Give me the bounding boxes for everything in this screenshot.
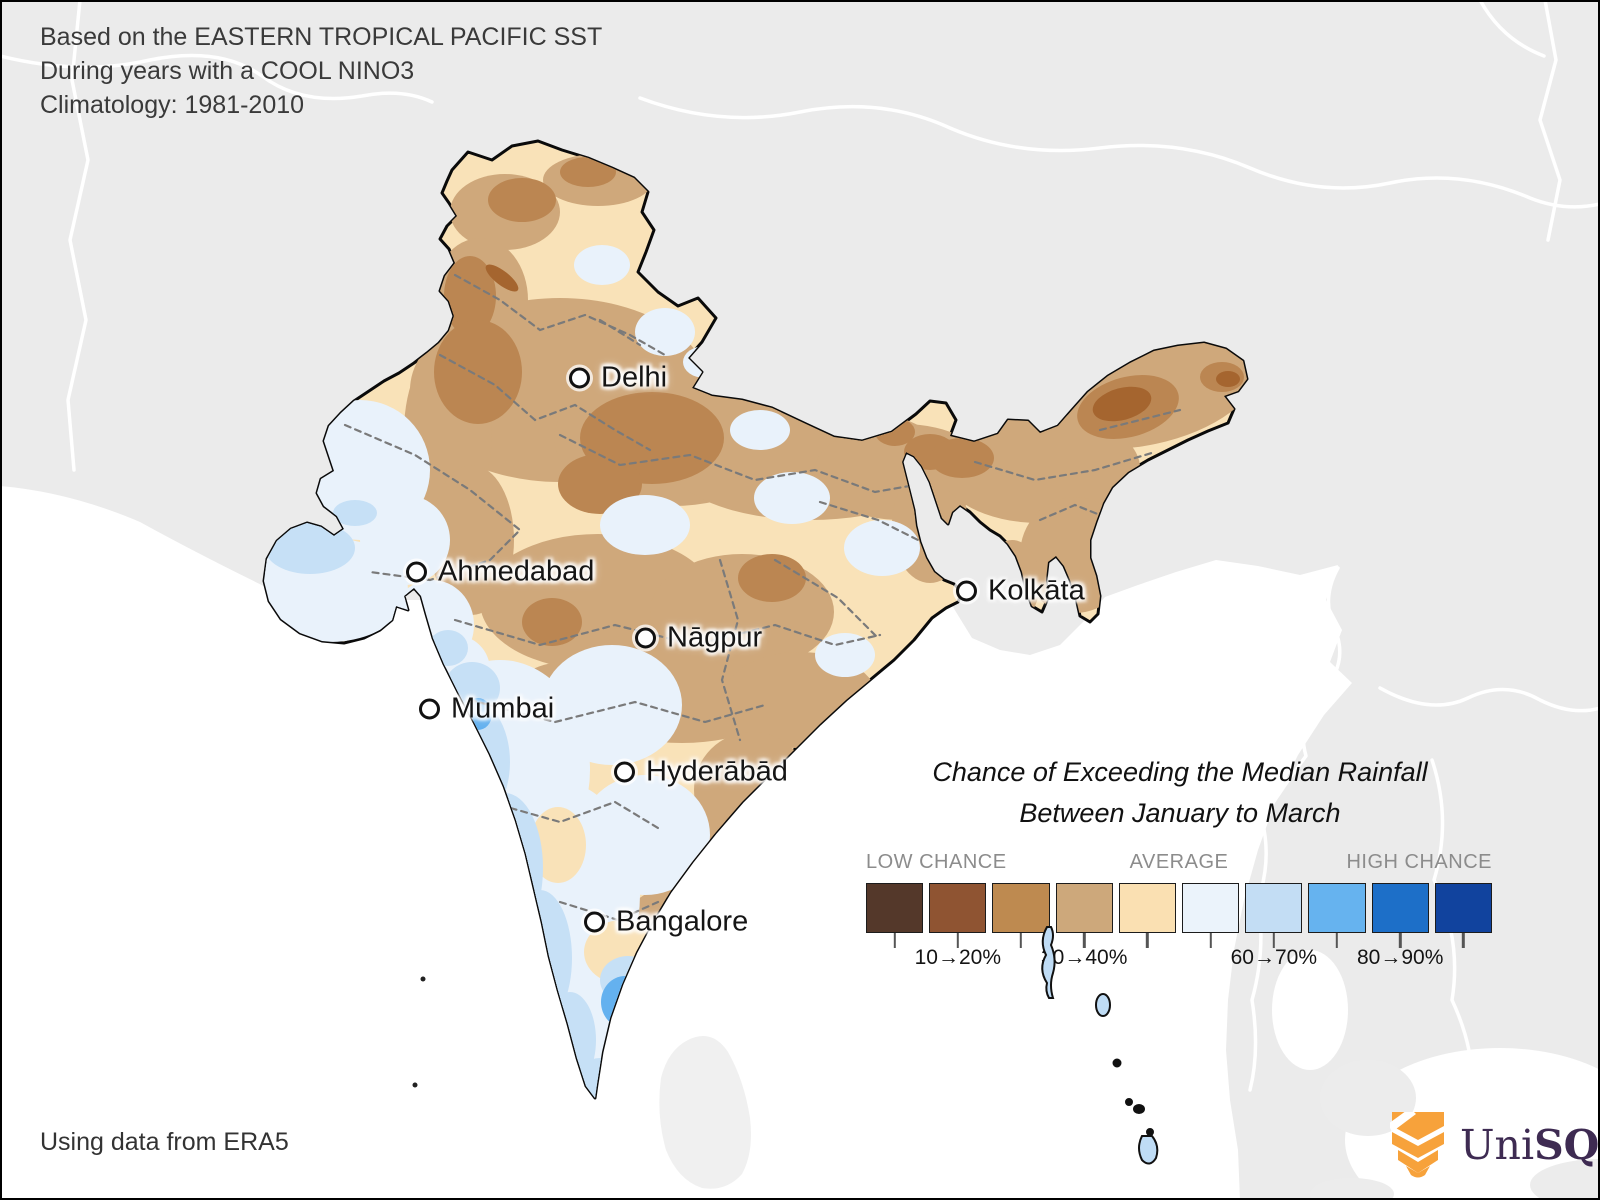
- legend-swatch-5: [1181, 883, 1240, 933]
- legend-swatch-7: [1308, 883, 1366, 933]
- caption-line-1: Based on the EASTERN TROPICAL PACIFIC SS…: [40, 23, 603, 51]
- legend-swatch-0: [866, 883, 924, 933]
- legend-swatch-9: [1434, 883, 1492, 933]
- legend-tick-label: 80→90%: [1356, 946, 1444, 969]
- city-label: Kolkāta: [988, 574, 1085, 607]
- land-blob: [1310, 1178, 1394, 1200]
- city-marker-icon: [406, 561, 427, 583]
- data-credit: Using data from ERA5: [40, 1128, 289, 1156]
- city-mumbai: Mumbai: [419, 693, 554, 726]
- legend-tick: [1019, 933, 1023, 948]
- legend-tick: [1462, 933, 1465, 948]
- legend-title-line-1: Chance of Exceeding the Median Rainfall: [932, 757, 1428, 787]
- island-over-legend: [1041, 926, 1056, 999]
- unisq-shield-icon: [1390, 1112, 1444, 1178]
- legend-tick: [1146, 933, 1149, 948]
- legend-tick: [956, 933, 959, 948]
- logo-text-bold: SQ: [1534, 1121, 1600, 1169]
- legend-tick-label: 30→40%: [1040, 946, 1128, 969]
- city-ahmedabad: Ahmedabad: [406, 556, 594, 589]
- city-label: Delhi: [601, 361, 668, 394]
- legend-tick: [1082, 933, 1086, 948]
- legend-title-line-2: Between January to March: [1019, 798, 1341, 828]
- legend-swatch-3: [1055, 883, 1113, 933]
- legend-swatch-6: [1245, 883, 1303, 933]
- legend-tick: [1335, 933, 1339, 948]
- city-bangalore: Bangalore: [584, 906, 748, 939]
- city-marker-icon: [956, 580, 977, 602]
- city-nagpur: Nāgpur: [635, 622, 762, 655]
- legend-high-label: HIGH CHANCE: [1346, 851, 1492, 873]
- city-label: Bangalore: [616, 905, 749, 938]
- city-hyderabad: Hyderābād: [614, 756, 788, 789]
- legend-swatch-2: [992, 883, 1050, 933]
- logo-text-regular: Uni: [1460, 1121, 1535, 1169]
- city-marker-icon: [584, 911, 605, 933]
- city-marker-icon: [614, 761, 635, 783]
- city-label: Ahmedabad: [438, 555, 595, 588]
- city-label: Hyderābād: [646, 755, 788, 788]
- country-borders: [0, 0, 1600, 1115]
- legend-colorbar-ticklabels: 10→20% 30→40% 60→70% 80→90%: [866, 946, 1492, 976]
- legend-tick-label: 10→20%: [914, 946, 1001, 969]
- unisq-logo: UniSQ: [1390, 1112, 1599, 1178]
- legend-tick: [1398, 933, 1402, 948]
- legend-swatch-1: [929, 883, 987, 933]
- legend-tick: [1209, 933, 1212, 948]
- legend-tick-label: 60→70%: [1230, 946, 1317, 969]
- city-marker-icon: [419, 698, 440, 720]
- city-label: Nāgpur: [667, 621, 763, 654]
- island-speck: [412, 1082, 418, 1088]
- caption-line-3: Climatology: 1981-2010: [40, 91, 305, 119]
- legend-tick: [893, 933, 896, 948]
- sri-lanka: [659, 1036, 751, 1189]
- island-chain: [1095, 993, 1159, 1165]
- sea-pocket: [1272, 950, 1348, 1070]
- legend-low-label: LOW CHANCE: [866, 851, 1007, 873]
- legend-tick: [1272, 933, 1275, 948]
- city-label: Mumbai: [451, 692, 555, 725]
- city-kolkata: Kolkāta: [956, 575, 1085, 608]
- legend-colorbar-ticks: [866, 933, 1492, 949]
- city-delhi: Delhi: [569, 362, 667, 395]
- caption-line-2: During years with a COOL NINO3: [40, 57, 415, 85]
- legend-title: Chance of Exceeding the Median Rainfall …: [830, 752, 1530, 834]
- unisq-logo-text: UniSQ: [1460, 1121, 1599, 1169]
- land-blob: [1530, 1159, 1600, 1200]
- legend-swatch-8: [1371, 883, 1429, 933]
- island-speck: [420, 976, 426, 982]
- legend-swatch-4: [1118, 883, 1176, 933]
- legend-colorbar: [866, 883, 1492, 933]
- legend-average-label: AVERAGE: [1129, 851, 1229, 873]
- city-marker-icon: [569, 367, 590, 389]
- map-caption: Based on the EASTERN TROPICAL PACIFIC SS…: [40, 20, 602, 122]
- city-marker-icon: [635, 627, 656, 649]
